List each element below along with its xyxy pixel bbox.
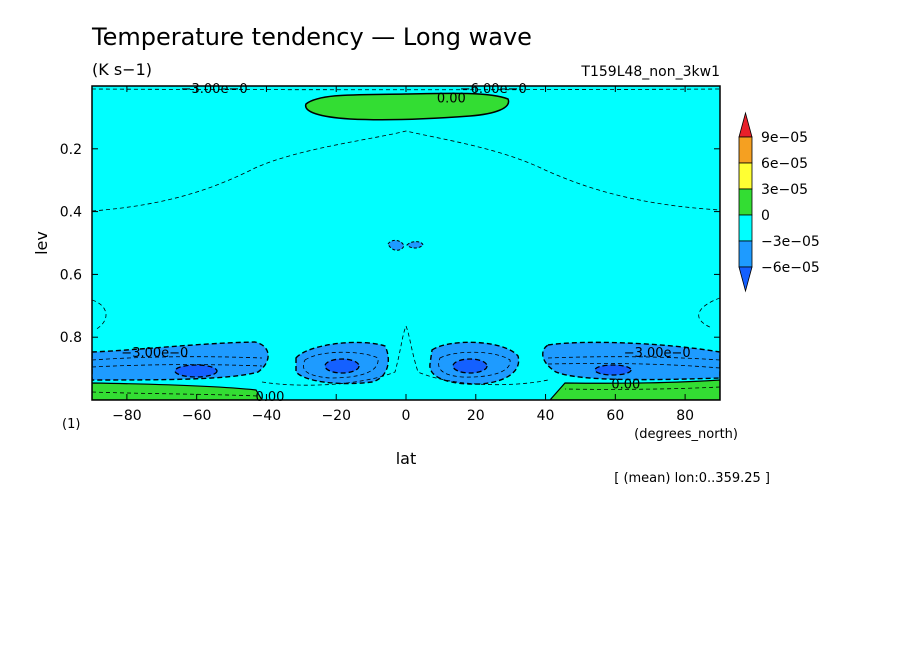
x-axis-units: (degrees_north) — [634, 427, 738, 442]
colorbar-box — [738, 162, 753, 190]
colorbar-box — [738, 136, 753, 164]
contour-label: −6.00e−0 — [460, 82, 527, 97]
contour-label: −3.00e−0 — [121, 346, 188, 361]
contour-label: 0.00 — [255, 390, 284, 405]
x-tick-label: 60 — [606, 408, 624, 424]
contour-field — [92, 86, 720, 400]
colorbar-label: 9e−05 — [761, 130, 808, 146]
colorbar-label: 3e−05 — [761, 182, 808, 198]
colorbar-bottom-arrow — [738, 266, 753, 293]
y-axis-label: lev — [32, 231, 51, 255]
chart-units: (K s−1) — [92, 60, 152, 79]
cooling-core-south — [174, 364, 218, 378]
upper-positive-region — [305, 92, 510, 121]
cooling-core-north — [594, 364, 632, 376]
x-tick-label: −60 — [182, 408, 212, 424]
x-tick-label: −20 — [321, 408, 351, 424]
colorbar-label: −3e−05 — [761, 234, 820, 250]
cooling-region-south — [92, 341, 269, 381]
colorbar-label: −6e−05 — [761, 260, 820, 276]
colorbar-label: 6e−05 — [761, 156, 808, 172]
cooling-core-center-north — [452, 358, 488, 374]
y-tick-label: 0.8 — [60, 330, 82, 346]
colorbar: 9e−05 6e−05 3e−05 0 −3e−05 −6e−05 — [738, 111, 820, 293]
y-tick-label: 0.2 — [60, 142, 82, 158]
colorbar-label: 0 — [761, 208, 770, 224]
y-axis-units: (1) — [62, 417, 80, 432]
colorbar-box — [738, 214, 753, 242]
contour-label: −3.00e−0 — [181, 82, 248, 97]
y-tick-label: 0.6 — [60, 267, 82, 283]
cooling-region-north — [542, 341, 720, 381]
experiment-label: T159L48_non_3kw1 — [580, 64, 720, 80]
y-tick-label: 0.4 — [60, 205, 82, 221]
equatorial-blob — [387, 239, 405, 251]
contour-label: 0.00 — [611, 377, 640, 392]
x-tick-label: 20 — [467, 408, 485, 424]
x-tick-label: −80 — [112, 408, 142, 424]
x-tick-label: −40 — [252, 408, 282, 424]
averaging-note: [ (mean) lon:0..359.25 ] — [614, 471, 770, 486]
thin-contours — [92, 88, 720, 397]
surface-positive-region-south — [92, 382, 263, 400]
x-tick-label: 80 — [676, 408, 694, 424]
x-axis: −80 −60 −40 −20 0 20 40 60 80 — [112, 86, 694, 424]
colorbar-box — [738, 240, 753, 268]
surface-positive-region-north — [549, 379, 720, 400]
x-tick-label: 0 — [402, 408, 411, 424]
contour-label: 0.00 — [437, 92, 466, 107]
contour-label: −3.00e−0 — [624, 346, 691, 361]
x-tick-label: 40 — [537, 408, 555, 424]
x-axis-label: lat — [396, 449, 417, 468]
equatorial-blob-2 — [406, 241, 424, 249]
colorbar-top-arrow — [738, 111, 753, 138]
colorbar-box — [738, 188, 753, 216]
cooling-core-center-south — [324, 358, 360, 374]
y-axis: 0.2 0.4 0.6 0.8 — [60, 142, 720, 346]
chart-title: Temperature tendency — Long wave — [91, 23, 532, 51]
